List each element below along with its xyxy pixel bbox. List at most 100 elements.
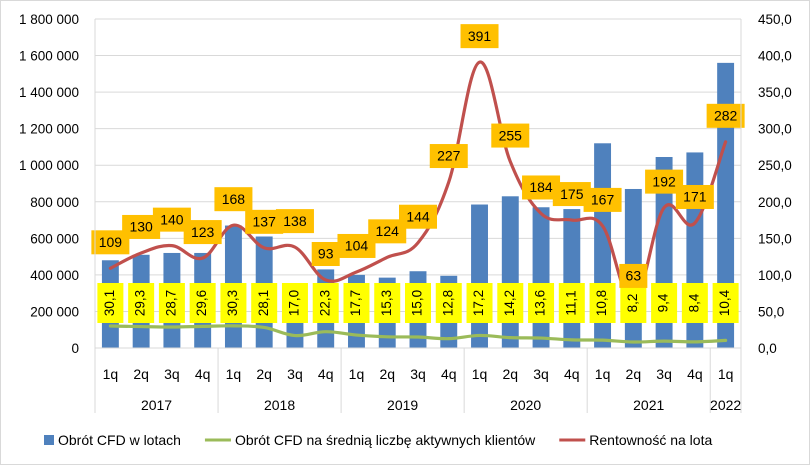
data-label: 93 [318,246,334,262]
x-tick-label: 2q [502,366,518,382]
data-label: 17,2 [471,290,486,316]
data-label-box [429,144,468,169]
data-label-box [651,283,678,323]
data-label-box [589,283,616,323]
x-group-label: 2017 [141,397,172,413]
data-label: 63 [626,268,642,284]
data-label-box [374,283,401,323]
data-label: 130 [129,219,153,235]
y-left-tick-label: 1 000 000 [19,158,79,173]
data-label-box [251,283,278,323]
bar [717,62,735,348]
x-group-label: 2022 [710,397,741,413]
data-label: 13,6 [533,290,548,316]
bar [532,207,550,348]
y-right-tick-label: 50,0 [758,304,784,319]
data-label-box [466,283,493,323]
data-label: 12,8 [440,290,455,316]
legend: Obrót CFD w lotach Obrót CFD na średnią l… [44,432,712,448]
data-label: 14,2 [502,290,517,316]
x-tick-label: 4q [441,366,457,382]
y-right-tick-label: 100,0 [758,268,792,283]
data-label: 167 [591,192,615,208]
data-label: 29,3 [133,290,148,316]
data-label: 168 [222,191,246,207]
x-tick-label: 2q [379,366,395,382]
data-label-box [275,209,314,234]
x-tick-label: 4q [195,366,211,382]
data-label: 28,1 [256,290,271,316]
y-right-tick-label: 350,0 [758,85,792,100]
data-labels: 30,1 29,3 28,7 29,6 30,3 28,1 17,0 22,3 17,7 15,3… [91,24,745,323]
data-label: 140 [160,211,184,227]
x-group-label: 2020 [510,397,541,413]
y-right-tick-label: 150,0 [758,231,792,246]
x-tick-label: 1q [718,366,734,382]
y-left-tick-label: 1 800 000 [19,12,79,27]
y-right-tick-label: 200,0 [758,195,792,210]
x-tick-label: 3q [656,366,672,382]
x-group-label: 2021 [633,397,664,413]
data-label: 10,4 [717,289,732,316]
x-group-label: 2019 [387,397,418,413]
y-left-tick-label: 200 000 [30,304,79,319]
y-right-tick-label: 450,0 [758,12,792,27]
data-label: 8,4 [686,293,701,312]
data-label: 17,7 [348,290,363,316]
data-label: 22,3 [317,290,332,316]
y-left-tick-label: 600 000 [30,231,79,246]
data-label-box [189,283,216,323]
data-label-box [497,283,524,323]
data-label: 227 [437,148,461,164]
data-label: 184 [529,179,553,195]
bar [471,204,488,348]
y-left-tick-label: 1 200 000 [19,122,79,137]
data-label: 137 [253,214,277,230]
data-label: 144 [406,208,430,224]
data-label: 175 [560,186,584,202]
legend-label: Rentowność na lota [589,432,712,448]
x-tick-label: 2q [626,366,642,382]
data-label-box [158,283,185,323]
x-tick-label: 3q [533,366,549,382]
data-label-box [281,283,308,323]
y-right-tick-label: 0,0 [758,341,777,356]
data-label-box [558,283,585,323]
data-label: 282 [714,108,738,124]
data-label: 171 [683,189,707,205]
x-tick-label: 1q [349,366,365,382]
data-label-box [491,123,530,148]
x-tick-label: 4q [687,366,703,382]
x-tick-label: 3q [287,366,303,382]
data-label-box [311,242,340,267]
axes: 0 200 000 400 000 600 000 800 000 1 000 000 1 … [19,12,792,413]
data-label: 192 [652,173,676,189]
series-line [108,324,728,344]
y-right-tick-label: 300,0 [758,122,792,137]
x-tick-label: 1q [226,366,242,382]
x-tick-label: 2q [133,366,149,382]
data-label-box [528,283,555,323]
x-tick-label: 1q [472,366,488,382]
x-tick-label: 1q [595,366,611,382]
data-label: 28,7 [163,290,178,316]
data-label-box [620,283,647,323]
data-label-box [405,283,431,323]
data-label-box [183,220,222,245]
data-label-box [706,103,745,128]
y-left-tick-label: 0 [71,341,79,356]
data-label: 391 [468,28,492,44]
data-label: 10,8 [594,290,609,316]
data-label-box [712,283,739,323]
data-label: 17,0 [287,290,302,316]
x-tick-label: 2q [256,366,272,382]
legend-label: Obrót CFD w lotach [58,432,181,448]
data-label-box [619,263,648,288]
y-right-tick-label: 400,0 [758,49,792,64]
bar [501,196,519,348]
data-label: 15,3 [379,290,394,316]
data-label: 109 [99,234,123,250]
data-label-box [435,283,462,323]
